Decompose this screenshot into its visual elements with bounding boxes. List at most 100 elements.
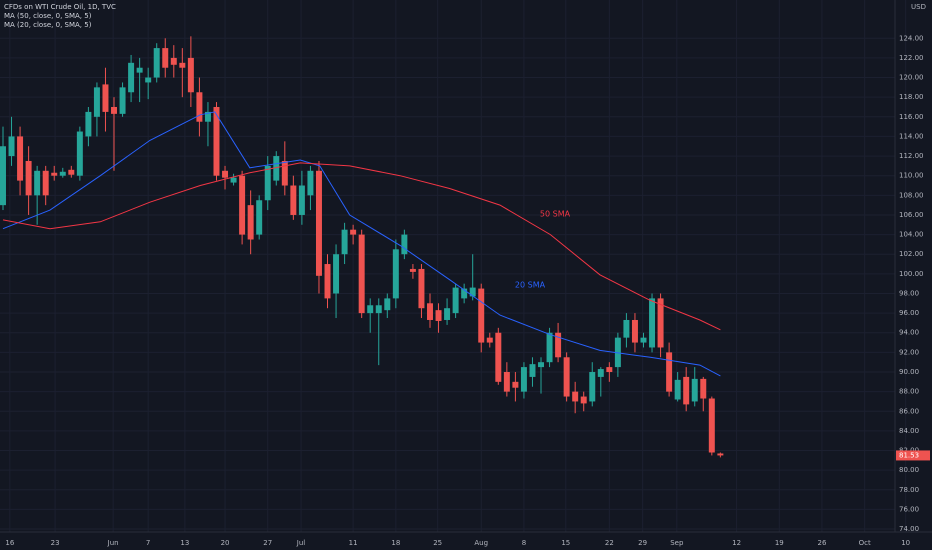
candle-body [162,48,169,68]
y-tick-label: 120.00 [899,74,924,82]
candle-body [264,165,271,201]
candle-body [606,367,613,373]
candle-body [213,106,220,176]
candle-body [333,254,340,294]
candle-body [580,396,587,404]
candle-body [230,177,237,183]
x-tick-label: 29 [638,539,647,547]
x-tick-label: 11 [349,539,358,547]
y-tick-label: 118.00 [899,93,924,101]
candle-body [623,319,630,338]
candle-body [555,332,562,358]
candle-body [136,67,143,73]
candle-body [8,136,15,157]
candle-body [34,170,41,196]
candle-body [495,332,502,382]
candle-body [452,287,459,314]
candle-body [128,62,135,93]
y-tick-label: 80.00 [899,466,919,474]
candle-body [25,160,32,196]
candle-body [529,364,536,377]
candle-body [640,337,647,343]
candle-body [307,170,314,196]
candle-body [119,87,126,114]
x-tick-label: 22 [605,539,614,547]
y-tick-label: 92.00 [899,348,919,356]
y-tick-label: 108.00 [899,191,924,199]
candle-body [51,172,58,176]
y-tick-label: 96.00 [899,309,919,317]
candle-body [256,200,263,235]
candle-body [187,57,194,93]
y-tick-label: 74.00 [899,525,919,533]
candle-body [358,234,365,314]
candle-body [657,298,664,348]
x-tick-label: 18 [391,539,400,547]
candle-body [427,303,433,320]
y-tick-label: 116.00 [899,113,924,121]
candle-body [708,398,715,453]
candle-body [717,453,724,456]
candle-body [85,111,92,137]
candle-body [196,92,203,122]
x-tick-label: 10 [901,539,910,547]
plot: 20 SMA 50 SMA [0,36,724,458]
candle-body [597,369,604,377]
candle-body [418,268,425,309]
candle-body [572,391,579,402]
candle-body [401,234,408,255]
indicator-label: MA (20, close, 0, SMA, 5) [4,21,92,29]
y-tick-label: 112.00 [899,152,924,160]
grid [0,0,907,532]
candle-body [222,170,229,178]
y-tick-label: 110.00 [899,172,924,180]
candle-body [444,308,451,320]
y-tick-label: 86.00 [899,407,919,415]
ma-label: 50 SMA [540,210,571,219]
y-tick-label: 100.00 [899,270,924,278]
candle-body [315,170,322,276]
x-tick-label: Jun [107,539,119,547]
y-tick-label: 76.00 [899,505,919,513]
candle-body [324,264,331,299]
x-tick-label: 20 [221,539,230,547]
y-tick-label: 84.00 [899,427,919,435]
x-tick-label: 8 [522,539,526,547]
candle-body [461,288,468,299]
axes: 74.0076.0078.0080.0082.0084.0086.0088.00… [5,34,930,547]
candle-body [375,305,382,314]
candle-body [435,310,442,321]
candle-body [367,305,374,314]
candle-body [68,169,75,175]
ma-line [2,111,721,377]
x-tick-label: Aug [474,539,488,547]
x-tick-label: 19 [775,539,784,547]
y-tick-label: 90.00 [899,368,919,376]
last-price-label: 81.53 [899,451,919,459]
y-axis-label: USD [911,3,926,11]
candle-body [691,378,698,402]
x-tick-label: Oct [859,539,871,547]
candle-body [546,332,553,363]
candle-body [666,352,673,392]
last-price-box [896,450,930,461]
candle-body [384,298,391,311]
candle-body [341,229,348,255]
ma-label: 20 SMA [515,281,546,290]
candle-body [239,175,246,235]
x-tick-label: 27 [263,539,272,547]
candle-body [563,357,570,397]
x-tick-label: 12 [732,539,741,547]
candle-body [649,298,656,348]
candle-body [102,84,109,112]
y-tick-label: 124.00 [899,34,924,42]
chart-title: CFDs on WTI Crude Oil, 1D, TVC [4,3,116,11]
candle-body [486,337,493,343]
x-tick-label: Sep [670,539,684,547]
candle-body [42,170,49,196]
candle-body [392,249,399,299]
candle-body [93,87,100,117]
candle-body [281,160,288,186]
